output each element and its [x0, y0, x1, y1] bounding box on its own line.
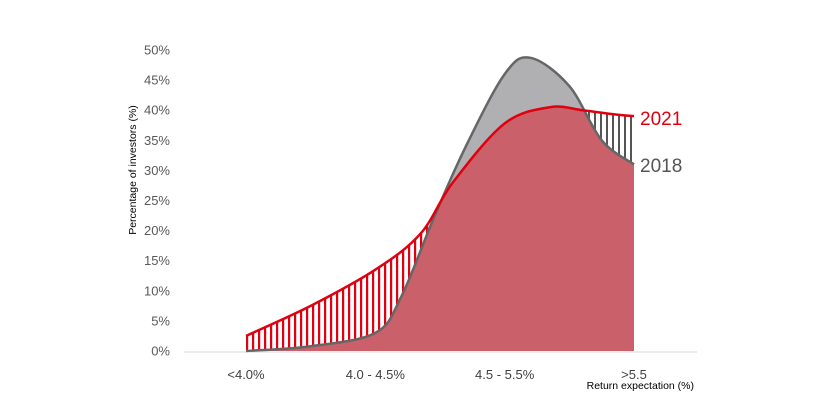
y-tick-label: 25%: [144, 193, 170, 208]
y-tick-label: 45%: [144, 73, 170, 88]
series-2021-line: [245, 105, 635, 338]
x-axis-title: Return expectation (%): [587, 380, 694, 392]
y-tick-label: 5%: [151, 313, 170, 328]
series-label-2018: 2018: [640, 156, 682, 177]
x-tick-label: 4.5 - 5.5%: [475, 367, 535, 382]
x-tick-label: <4.0%: [227, 367, 265, 382]
y-axis-ticks: 0% 5% 10% 15% 20% 25% 30% 35% 40% 45% 50%: [144, 43, 170, 359]
series-label-2021: 2021: [640, 109, 682, 130]
y-tick-label: 0%: [151, 344, 170, 359]
y-tick-label: 30%: [144, 163, 170, 178]
x-tick-label: 4.0 - 4.5%: [346, 367, 406, 382]
y-tick-label: 35%: [144, 133, 170, 148]
y-axis-title: Percentage of investors (%): [127, 105, 139, 235]
y-tick-label: 20%: [144, 223, 170, 238]
plot-area: [245, 56, 635, 353]
series-2018-line: [245, 56, 635, 353]
x-tick-label: >5.5: [621, 367, 647, 382]
y-tick-label: 10%: [144, 283, 170, 298]
y-tick-label: 40%: [144, 103, 170, 118]
y-tick-label: 50%: [144, 43, 170, 58]
x-axis-ticks: <4.0% 4.0 - 4.5% 4.5 - 5.5% >5.5: [227, 367, 646, 382]
y-tick-label: 15%: [144, 253, 170, 268]
